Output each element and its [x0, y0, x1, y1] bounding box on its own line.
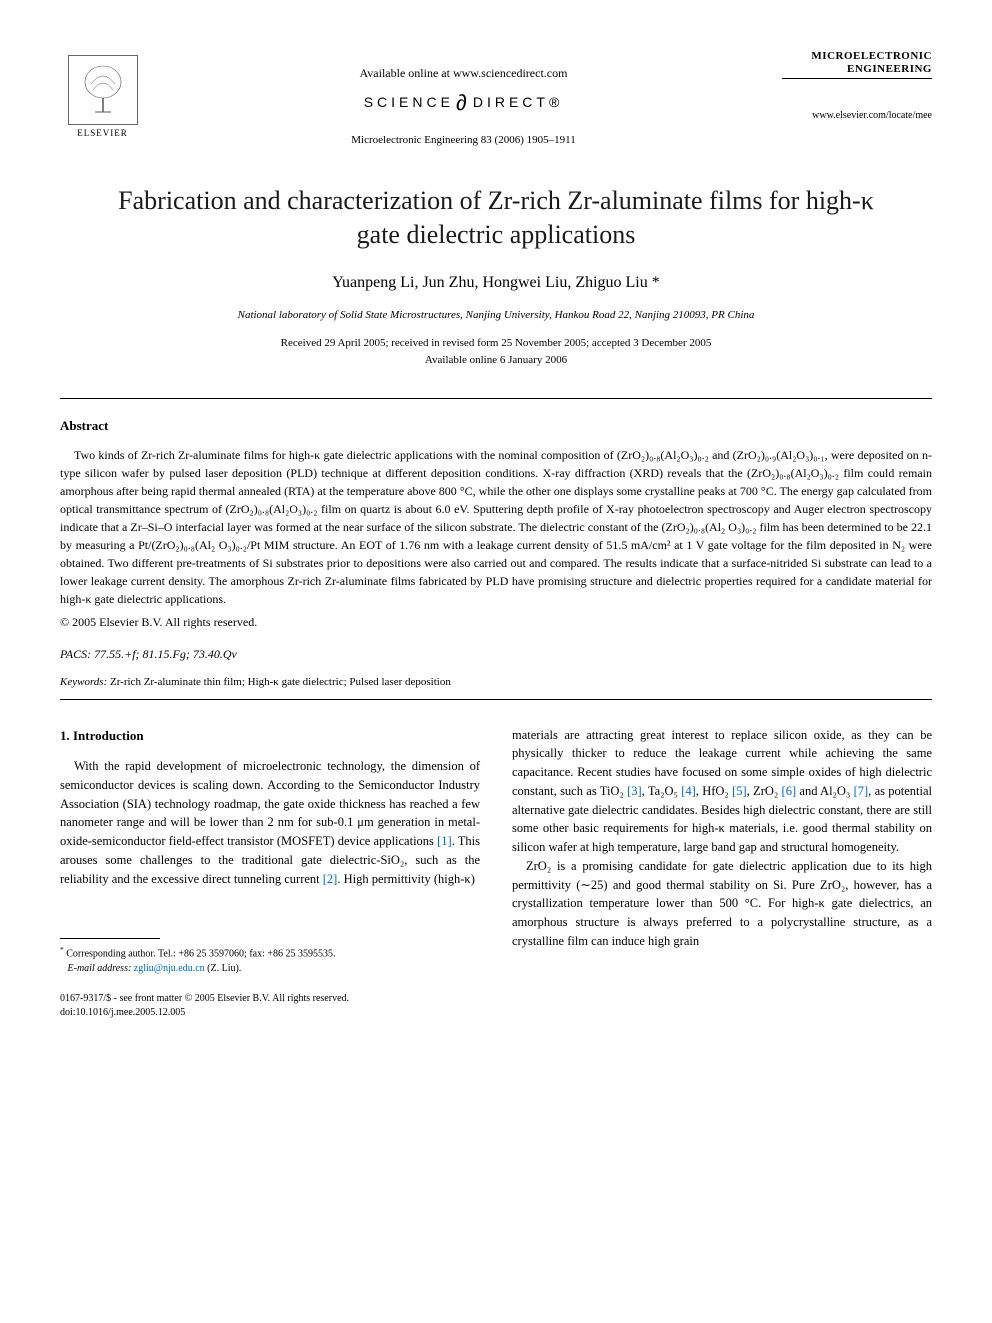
- journal-name-l2: ENGINEERING: [782, 63, 932, 76]
- footnote-star: *: [60, 945, 64, 954]
- intro-text-1a: With the rapid development of microelect…: [60, 759, 480, 848]
- footnote-corr-text: Corresponding author. Tel.: +86 25 35970…: [66, 949, 335, 960]
- publisher-name: ELSEVIER: [77, 127, 128, 140]
- article-dates: Received 29 April 2005; received in revi…: [60, 335, 932, 368]
- ref-link-4[interactable]: [4]: [681, 784, 696, 798]
- journal-name-l1: MICROELECTRONIC: [782, 50, 932, 63]
- abstract-body: Two kinds of Zr-rich Zr-aluminate films …: [60, 446, 932, 608]
- copyright-line: © 2005 Elsevier B.V. All rights reserved…: [60, 614, 932, 631]
- elsevier-tree-icon: [68, 55, 138, 125]
- intro-heading: 1. Introduction: [60, 726, 480, 746]
- header-bar: ELSEVIER Available online at www.science…: [60, 50, 932, 148]
- corresponding-author-footnote: * Corresponding author. Tel.: +86 25 359…: [60, 945, 480, 975]
- pacs-line: PACS: 77.55.+f; 81.15.Fg; 73.40.Qv: [60, 646, 932, 663]
- sd-right: DIRECT®: [473, 94, 563, 110]
- journal-url: www.elsevier.com/locate/mee: [782, 109, 932, 123]
- ref-link-2[interactable]: [2]: [323, 872, 338, 886]
- keywords-text: Zr-rich Zr-aluminate thin film; High-κ g…: [110, 676, 451, 688]
- keywords-label: Keywords:: [60, 676, 107, 688]
- r1b: , Ta₂O₅: [642, 784, 682, 798]
- body-columns: 1. Introduction With the rapid developme…: [60, 726, 932, 1020]
- article-title: Fabrication and characterization of Zr-r…: [100, 184, 892, 252]
- right-column: materials are attracting great interest …: [512, 726, 932, 1020]
- sd-left: SCIENCE: [364, 94, 454, 110]
- affiliation: National laboratory of Solid State Micro…: [60, 308, 932, 323]
- intro-para-1: With the rapid development of microelect…: [60, 757, 480, 888]
- pacs-label: PACS:: [60, 647, 91, 661]
- authors-line: Yuanpeng Li, Jun Zhu, Hongwei Liu, Zhigu…: [60, 272, 932, 294]
- ref-link-7[interactable]: [7]: [854, 784, 869, 798]
- footer-issn: 0167-9317/$ - see front matter © 2005 El…: [60, 993, 349, 1004]
- left-column: 1. Introduction With the rapid developme…: [60, 726, 480, 1020]
- dates-online: Available online 6 January 2006: [425, 354, 567, 366]
- ref-link-5[interactable]: [5]: [732, 784, 747, 798]
- footnote-rule: [60, 938, 160, 939]
- ref-link-3[interactable]: [3]: [627, 784, 642, 798]
- r1e: and Al₂O₃: [796, 784, 853, 798]
- publisher-logo: ELSEVIER: [60, 50, 145, 140]
- dates-received: Received 29 April 2005; received in revi…: [281, 337, 712, 349]
- journal-logo-block: MICROELECTRONIC ENGINEERING www.elsevier…: [782, 50, 932, 123]
- email-label: E-mail address:: [68, 963, 132, 974]
- sd-d-icon: ∂: [456, 90, 471, 115]
- ref-link-1[interactable]: [1]: [437, 834, 452, 848]
- header-center: Available online at www.sciencedirect.co…: [145, 50, 782, 148]
- journal-reference: Microelectronic Engineering 83 (2006) 19…: [145, 133, 782, 148]
- footer-block: 0167-9317/$ - see front matter © 2005 El…: [60, 992, 480, 1020]
- right-para-2: ZrO₂ is a promising candidate for gate d…: [512, 857, 932, 951]
- available-online-text: Available online at www.sciencedirect.co…: [145, 65, 782, 82]
- abstract-heading: Abstract: [60, 417, 932, 435]
- science-direct-logo: SCIENCE∂DIRECT®: [145, 88, 782, 119]
- ref-link-6[interactable]: [6]: [782, 784, 797, 798]
- right-para-1: materials are attracting great interest …: [512, 726, 932, 857]
- footer-doi: doi:10.1016/j.mee.2005.12.005: [60, 1007, 185, 1018]
- pacs-codes: 77.55.+f; 81.15.Fg; 73.40.Qv: [94, 647, 237, 661]
- r1c: , HfO₂: [696, 784, 732, 798]
- intro-text-1c: . High permittivity (high-κ): [337, 872, 475, 886]
- email-who: (Z. Liu).: [207, 963, 241, 974]
- keywords-line: Keywords: Zr-rich Zr-aluminate thin film…: [60, 675, 932, 690]
- r1d: , ZrO₂: [747, 784, 782, 798]
- corr-email[interactable]: zgliu@nju.edu.cn: [134, 963, 205, 974]
